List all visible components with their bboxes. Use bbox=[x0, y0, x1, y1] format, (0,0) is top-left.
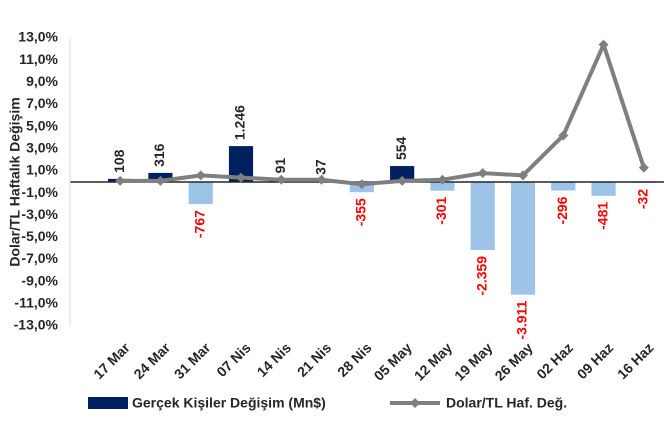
y-tick-label: 1,0% bbox=[26, 162, 58, 178]
y-tick-label: 3,0% bbox=[26, 139, 58, 155]
bar bbox=[591, 182, 616, 196]
bar bbox=[390, 166, 415, 182]
y-tick-label: -9,0% bbox=[21, 272, 58, 288]
marker bbox=[518, 170, 528, 181]
y-tick-label: -5,0% bbox=[21, 228, 58, 244]
marker bbox=[115, 175, 126, 186]
x-tick-label: 31 Mar bbox=[171, 339, 214, 382]
data-label: -481 bbox=[594, 202, 610, 230]
legend-swatch bbox=[88, 397, 128, 409]
y-tick-label: -1,0% bbox=[21, 184, 58, 200]
x-tick-label: 02 Haz bbox=[533, 339, 576, 382]
x-tick-label: 05 May bbox=[371, 339, 415, 383]
x-tick-label: 17 Mar bbox=[90, 339, 133, 382]
marker bbox=[356, 179, 367, 190]
bar bbox=[470, 182, 495, 250]
data-label: -355 bbox=[353, 198, 369, 226]
data-label: -296 bbox=[554, 196, 570, 224]
legend-label: Dolar/TL Haf. Değ. bbox=[446, 395, 567, 411]
y-tick-label: 7,0% bbox=[26, 95, 58, 111]
marker bbox=[236, 172, 246, 183]
data-label: 91 bbox=[272, 158, 288, 174]
bar bbox=[551, 182, 576, 191]
data-label: -767 bbox=[191, 210, 207, 238]
marker bbox=[155, 175, 166, 186]
x-tick-label: 14 Nis bbox=[254, 339, 295, 380]
x-tick-label: 09 Haz bbox=[574, 339, 617, 382]
x-tick-label: 26 May bbox=[491, 339, 535, 383]
x-tick-label: 21 Nis bbox=[294, 339, 335, 380]
y-tick-label: -7,0% bbox=[21, 250, 58, 266]
data-label: 1.246 bbox=[232, 105, 248, 140]
marker bbox=[638, 162, 649, 173]
data-label: 108 bbox=[111, 149, 127, 173]
x-tick-label: 12 May bbox=[411, 339, 455, 383]
y-tick-label: 13,0% bbox=[18, 29, 58, 45]
data-label: -2.359 bbox=[473, 256, 489, 296]
marker bbox=[397, 175, 408, 186]
data-label: 316 bbox=[151, 143, 167, 167]
marker bbox=[558, 130, 569, 141]
marker bbox=[437, 174, 448, 185]
bar bbox=[510, 182, 536, 295]
y-axis-label: Dolar/TL Haftalık Değişim bbox=[7, 97, 23, 266]
x-tick-label: 19 May bbox=[451, 339, 495, 383]
marker bbox=[195, 170, 206, 181]
y-tick-label: -11,0% bbox=[14, 295, 58, 311]
y-tick-label: -3,0% bbox=[21, 206, 58, 222]
y-tick-label: 9,0% bbox=[26, 73, 58, 89]
data-label: -301 bbox=[433, 196, 449, 224]
x-tick-label: 28 Nis bbox=[334, 339, 375, 380]
x-tick-label: 07 Nis bbox=[213, 339, 254, 380]
data-label: 37 bbox=[312, 159, 328, 175]
data-label: -3.911 bbox=[514, 300, 530, 339]
x-tick-label: 24 Mar bbox=[130, 339, 173, 382]
marker bbox=[598, 39, 609, 50]
data-label: -32 bbox=[635, 189, 651, 209]
legend-swatch bbox=[410, 398, 420, 408]
data-label: 554 bbox=[393, 136, 409, 160]
line bbox=[120, 42, 646, 187]
y-tick-label: -13,0% bbox=[14, 317, 59, 333]
y-tick-label: 11,0% bbox=[19, 51, 58, 67]
marker bbox=[276, 174, 287, 185]
legend-label: Gerçek Kişiler Değişim (Mn$) bbox=[132, 395, 326, 411]
marker bbox=[477, 168, 488, 179]
bar bbox=[188, 182, 213, 205]
y-tick-label: 5,0% bbox=[26, 117, 58, 133]
bar bbox=[430, 182, 455, 191]
x-tick-label: 16 Haz bbox=[614, 339, 657, 382]
marker bbox=[316, 174, 327, 185]
